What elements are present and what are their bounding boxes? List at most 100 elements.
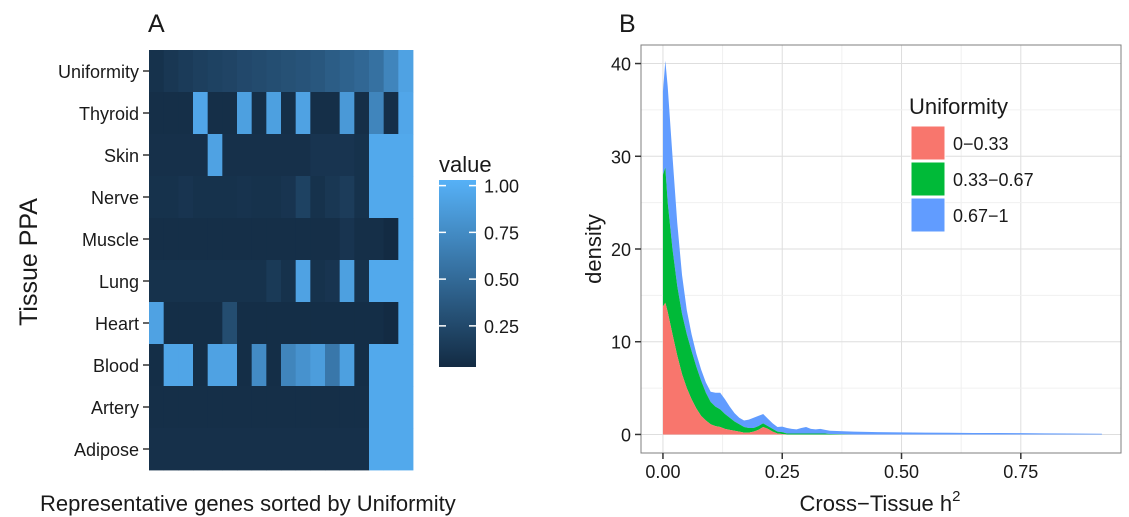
- heatmap-cell: [295, 134, 311, 177]
- heatmap-cell: [222, 218, 238, 261]
- heatmap-cell: [149, 386, 165, 429]
- heatmap-cell: [339, 50, 355, 93]
- heatmap-cell: [207, 218, 223, 261]
- heatmap-cell: [266, 134, 282, 177]
- heatmap-cell: [398, 260, 414, 303]
- heatmap-cell: [354, 344, 370, 387]
- heatmap-cell: [237, 50, 253, 93]
- heatmap-cell: [149, 344, 165, 387]
- heatmap-cell: [163, 344, 179, 387]
- heatmap-cell: [222, 134, 238, 177]
- row-label: Heart: [95, 314, 139, 334]
- colorbar-legend: value 0.25 0.50 0.75 1.00: [439, 152, 519, 367]
- heatmap-cell: [266, 428, 282, 471]
- heatmap-cell: [251, 344, 267, 387]
- heatmap-cell: [163, 302, 179, 345]
- heatmap-cell: [281, 134, 297, 177]
- heatmap-cell: [222, 50, 238, 93]
- heatmap-cell: [222, 260, 238, 303]
- heatmap-cell: [295, 50, 311, 93]
- heatmap-cell: [310, 92, 326, 135]
- heatmap-cell: [266, 176, 282, 219]
- heatmap-cell: [207, 50, 223, 93]
- heatmap-cell: [281, 344, 297, 387]
- heatmap-cell: [193, 92, 209, 135]
- colorbar-tick-label: 0.50: [484, 270, 519, 290]
- heatmap-cell: [383, 134, 399, 177]
- heatmap-cell: [339, 386, 355, 429]
- heatmap-cell: [354, 302, 370, 345]
- heatmap-cell: [339, 344, 355, 387]
- heatmap-cell: [207, 134, 223, 177]
- heatmap-cell: [354, 50, 370, 93]
- heatmap-cell: [369, 428, 385, 471]
- heatmap-cells: [149, 50, 414, 471]
- density-areas: [662, 60, 1102, 435]
- heatmap-cell: [369, 260, 385, 303]
- heatmap-cell: [222, 92, 238, 135]
- heatmap-cell: [193, 344, 209, 387]
- heatmap-cell: [222, 176, 238, 219]
- heatmap-cell: [222, 386, 238, 429]
- density-legend-items: 0−0.33 0.33−0.67 0.67−1: [910, 125, 1034, 233]
- heatmap-cell: [369, 50, 385, 93]
- heatmap-cell: [207, 386, 223, 429]
- heatmap-cell: [398, 386, 414, 429]
- heatmap-cell: [266, 386, 282, 429]
- x-tick-label: 0.25: [765, 462, 800, 482]
- heatmap-x-axis-label: Representative genes sorted by Uniformit…: [40, 491, 456, 516]
- heatmap-cell: [325, 218, 341, 261]
- heatmap-cell: [207, 260, 223, 303]
- heatmap-cell: [178, 92, 194, 135]
- heatmap-panel: A Uniformity Thyroid Skin Nerve Muscle Lung He…: [15, 10, 519, 516]
- heatmap-cell: [354, 428, 370, 471]
- heatmap-cell: [163, 218, 179, 261]
- heatmap-cell: [193, 134, 209, 177]
- heatmap-cell: [178, 176, 194, 219]
- heatmap-cell: [295, 344, 311, 387]
- legend-item-label: 0−0.33: [953, 134, 1009, 154]
- heatmap-cell: [178, 50, 194, 93]
- heatmap-cell: [383, 50, 399, 93]
- density-x-axis-label: Cross−Tissue h2: [800, 488, 961, 516]
- heatmap-cell: [163, 134, 179, 177]
- heatmap-cell: [325, 302, 341, 345]
- density-panel: B 0.00 0.25 0.50 0.75 0 10 20 30 40 density Cro…: [581, 10, 1122, 516]
- heatmap-cell: [237, 134, 253, 177]
- heatmap-cell: [207, 302, 223, 345]
- heatmap-cell: [178, 260, 194, 303]
- heatmap-cell: [222, 302, 238, 345]
- x-axis-ticks: 0.00 0.25 0.50 0.75: [645, 453, 1038, 482]
- heatmap-cell: [383, 218, 399, 261]
- heatmap-cell: [237, 176, 253, 219]
- heatmap-cell: [266, 50, 282, 93]
- heatmap-row-labels: Uniformity Thyroid Skin Nerve Muscle Lung Hear…: [58, 62, 149, 460]
- heatmap-cell: [281, 386, 297, 429]
- x-tick-label: 0.75: [1003, 462, 1038, 482]
- heatmap-cell: [251, 92, 267, 135]
- heatmap-cell: [383, 176, 399, 219]
- row-label: Thyroid: [79, 104, 139, 124]
- heatmap-cell: [149, 92, 165, 135]
- heatmap-cell: [369, 176, 385, 219]
- heatmap-cell: [251, 386, 267, 429]
- heatmap-cell: [310, 50, 326, 93]
- heatmap-cell: [222, 344, 238, 387]
- row-label: Blood: [93, 356, 139, 376]
- heatmap-cell: [251, 50, 267, 93]
- heatmap-cell: [325, 92, 341, 135]
- row-label: Muscle: [82, 230, 139, 250]
- heatmap-cell: [339, 302, 355, 345]
- heatmap-cell: [310, 134, 326, 177]
- heatmap-cell: [383, 344, 399, 387]
- heatmap-cell: [354, 92, 370, 135]
- heatmap-cell: [251, 134, 267, 177]
- y-tick-label: 20: [611, 240, 631, 260]
- colorbar-tick-label: 1.00: [484, 177, 519, 197]
- heatmap-cell: [163, 50, 179, 93]
- heatmap-cell: [193, 428, 209, 471]
- heatmap-cell: [369, 218, 385, 261]
- heatmap-cell: [266, 344, 282, 387]
- legend-item-label: 0.67−1: [953, 206, 1009, 226]
- y-axis-ticks: 0 10 20 30 40: [611, 55, 641, 445]
